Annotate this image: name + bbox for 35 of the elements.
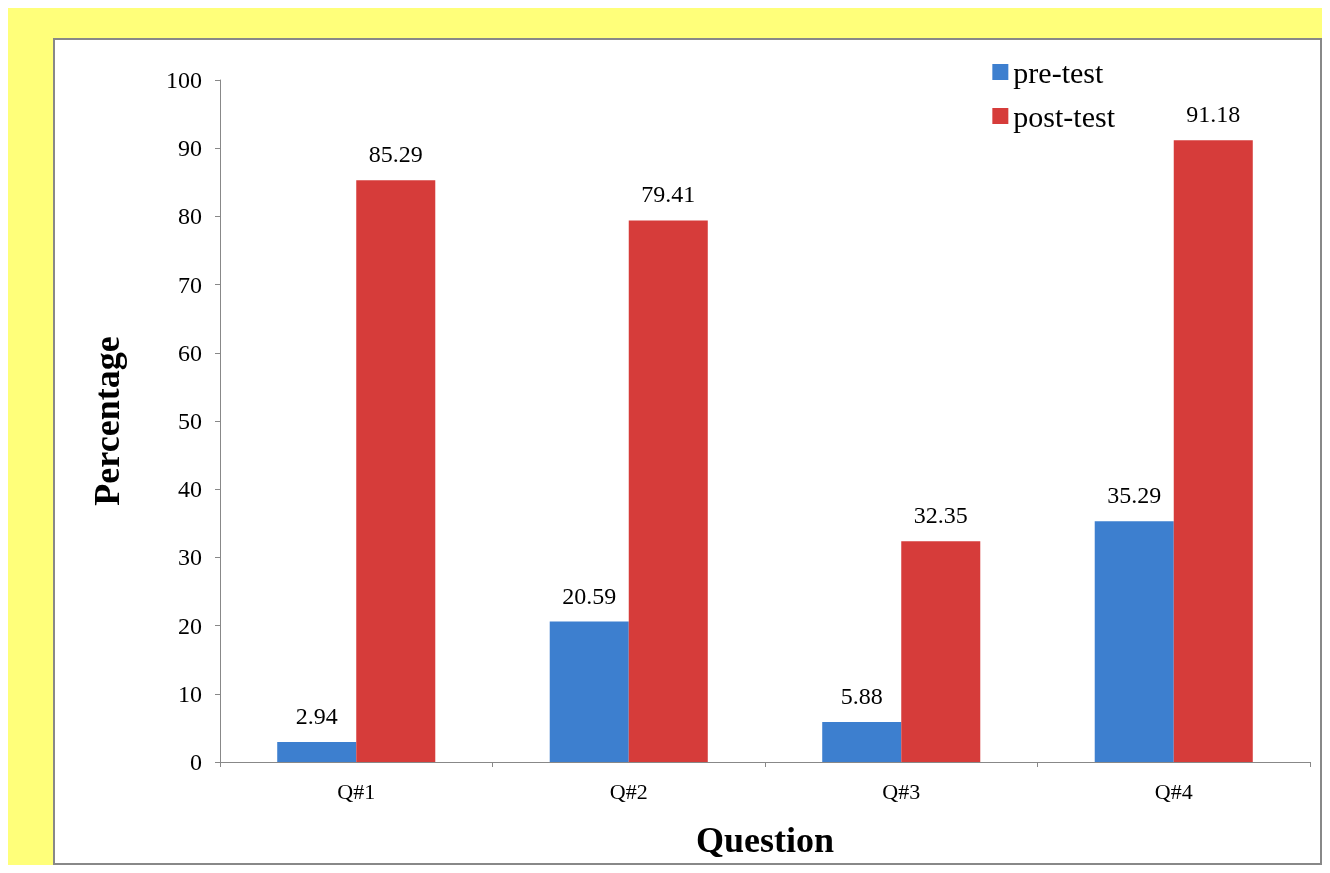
data-label: 5.88 xyxy=(840,682,883,709)
y-tick-label: 0 xyxy=(190,749,202,775)
y-tick-label: 10 xyxy=(178,680,202,707)
legend-label: post-test xyxy=(1013,99,1116,133)
x-tick-label: Q#2 xyxy=(609,778,648,804)
x-tick-label: Q#1 xyxy=(337,778,376,804)
x-tick-label: Q#4 xyxy=(1154,778,1193,804)
data-label: 91.18 xyxy=(1186,101,1241,128)
data-label: 20.59 xyxy=(562,582,617,609)
y-tick-label: 90 xyxy=(178,135,202,162)
data-label: 85.29 xyxy=(368,141,423,168)
data-label: 2.94 xyxy=(295,702,338,729)
data-label: 32.35 xyxy=(913,502,968,529)
bar xyxy=(1173,140,1253,762)
y-axis-title: Percentage xyxy=(87,336,127,506)
y-tick-label: 80 xyxy=(178,203,202,230)
bar xyxy=(549,621,629,762)
bar xyxy=(628,220,708,762)
y-tick-label: 40 xyxy=(178,476,202,503)
y-tick-label: 60 xyxy=(178,339,202,366)
bar xyxy=(1094,521,1174,762)
y-tick-label: 50 xyxy=(178,408,202,434)
bar xyxy=(901,541,981,762)
data-label: 79.41 xyxy=(641,181,696,208)
bar xyxy=(356,180,436,762)
x-axis-title: Question xyxy=(695,820,835,860)
y-tick-label: 100 xyxy=(166,67,202,93)
y-tick-label: 30 xyxy=(178,544,202,571)
y-tick-label: 70 xyxy=(178,271,202,298)
bar xyxy=(822,721,902,762)
data-label: 35.29 xyxy=(1107,482,1162,509)
legend-label: pre-test xyxy=(1013,55,1104,89)
x-tick-label: Q#3 xyxy=(882,778,921,804)
bar xyxy=(277,741,357,762)
y-tick-label: 20 xyxy=(178,612,202,639)
